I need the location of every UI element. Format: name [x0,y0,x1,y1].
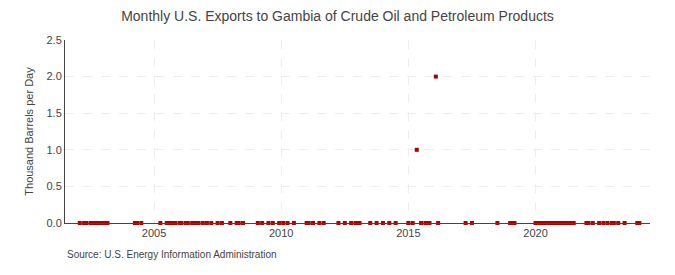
svg-text:2015: 2015 [396,227,420,239]
svg-text:2.0: 2.0 [47,70,62,82]
svg-text:2010: 2010 [269,227,293,239]
svg-text:2005: 2005 [142,227,166,239]
svg-text:1.0: 1.0 [47,144,62,156]
svg-text:1.5: 1.5 [47,107,62,119]
svg-text:2.5: 2.5 [47,34,62,46]
svg-text:0.0: 0.0 [47,217,62,229]
svg-text:2020: 2020 [523,227,547,239]
svg-text:Source: U.S. Energy Informatio: Source: U.S. Energy Information Administ… [67,249,277,260]
svg-text:Monthly U.S. Exports to Gambia: Monthly U.S. Exports to Gambia of Crude … [121,8,554,24]
svg-text:Thousand Barrels per Day: Thousand Barrels per Day [23,67,35,196]
svg-text:0.5: 0.5 [47,180,62,192]
